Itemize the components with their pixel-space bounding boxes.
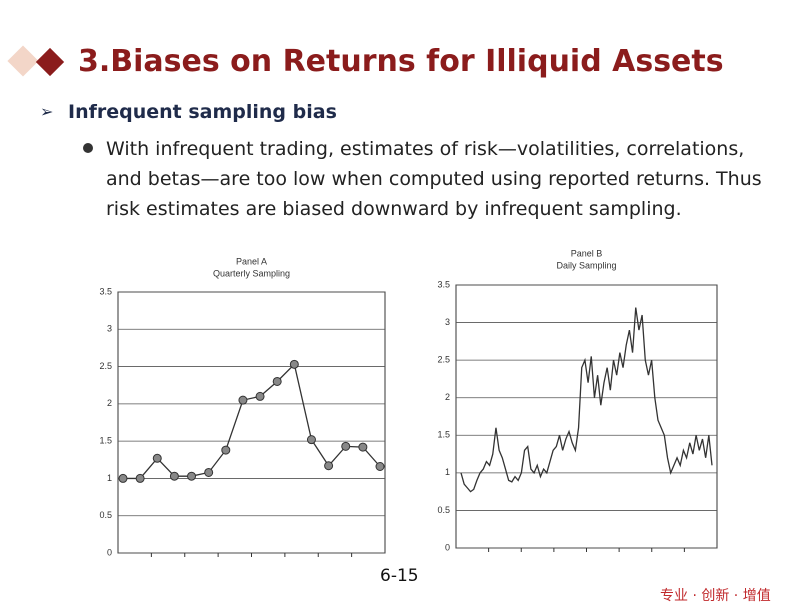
y-tick-label: 1.5 (99, 436, 112, 446)
data-point (169, 471, 179, 481)
y-tick-label: 2 (107, 398, 112, 408)
data-point (358, 442, 368, 452)
data-point (306, 435, 316, 445)
data-point (204, 467, 214, 477)
page-number: 6-15 (380, 566, 419, 586)
y-tick-label: 2 (445, 392, 450, 402)
y-tick-label: 3.5 (437, 279, 450, 289)
plot-frame (455, 284, 718, 549)
data-point (135, 473, 145, 483)
footer: 专业 · 创新 · 增值 (660, 588, 771, 604)
y-tick-label: 0.5 (99, 510, 112, 520)
y-tick-label: 1 (445, 467, 450, 477)
data-point (324, 461, 334, 471)
y-tick-label: 3 (107, 324, 112, 334)
data-point (375, 461, 385, 471)
y-tick-label: 2.5 (99, 361, 112, 371)
y-tick-label: 3 (445, 317, 450, 327)
slide-title: 3.Biases on Returns for Illiquid Assets (78, 44, 724, 79)
arrow-icon: ➢ (40, 104, 53, 121)
data-line (123, 363, 381, 480)
y-tick-label: 1 (107, 473, 112, 483)
subheading: Infrequent sampling bias (68, 101, 337, 123)
diamond-icon (35, 47, 65, 77)
data-point (152, 453, 162, 463)
data-point (272, 376, 282, 386)
data-point (255, 391, 265, 401)
plot-frame (117, 291, 386, 554)
data-point (187, 471, 197, 481)
chart-subtitle: Quarterly Sampling (213, 268, 290, 278)
data-point (289, 359, 299, 369)
y-tick-label: 0 (107, 547, 112, 557)
y-tick-label: 2.5 (437, 355, 450, 365)
chart-title: Panel B (571, 248, 603, 258)
data-point (221, 445, 231, 455)
diamond-icon (7, 45, 39, 77)
bullet-dot (83, 143, 93, 153)
data-line (460, 307, 713, 493)
chart-subtitle: Daily Sampling (556, 260, 616, 270)
y-tick-label: 0.5 (437, 505, 450, 515)
data-point (238, 395, 248, 405)
chart-title: Panel A (236, 256, 267, 266)
y-tick-label: 0 (445, 542, 450, 552)
data-point (341, 441, 351, 451)
y-tick-label: 3.5 (99, 286, 112, 296)
y-tick-label: 1.5 (437, 430, 450, 440)
bullet-text: With infrequent trading, estimates of ri… (106, 138, 762, 220)
data-point (118, 473, 128, 483)
